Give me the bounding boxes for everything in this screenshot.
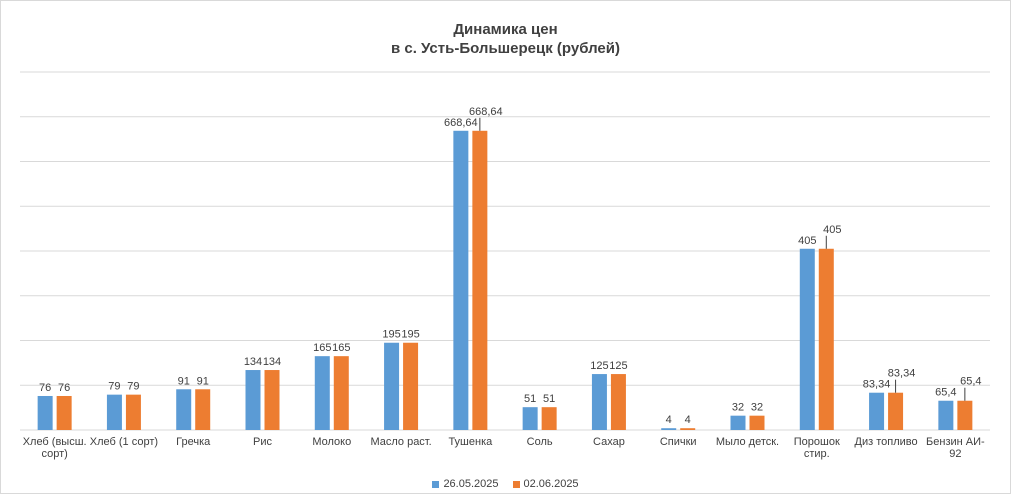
data-label: 125 (590, 360, 608, 372)
bar-1 (591, 374, 607, 430)
data-label: 79 (108, 381, 120, 393)
bar-2 (333, 356, 349, 430)
bar-2 (749, 415, 765, 430)
bar-1 (869, 392, 885, 430)
x-tick-label: Диз топливо (855, 436, 918, 448)
x-tick-label: Масло раст. (370, 436, 431, 448)
bar-2 (472, 130, 488, 430)
x-tick-label: Соль (527, 436, 553, 448)
x-tick-label: Хлеб (1 сорт) (90, 436, 158, 448)
x-tick-label: Мыло детск. (716, 436, 779, 448)
data-label: 91 (178, 375, 190, 387)
data-label: 165 (332, 342, 350, 354)
data-label: 134 (244, 356, 262, 368)
x-tick-label: Сахар (593, 436, 625, 448)
x-tick-label: сорт) (41, 448, 67, 460)
bar-1 (661, 428, 677, 430)
bar-2 (888, 392, 904, 430)
bar-2 (957, 400, 973, 430)
bar-2 (264, 370, 280, 430)
bar-2 (541, 407, 557, 430)
bar-1 (245, 370, 261, 430)
data-label: 76 (58, 382, 70, 394)
bar-1 (799, 248, 815, 430)
x-tick-label: Спички (660, 436, 697, 448)
x-tick-label: Хлеб (высш. (23, 436, 87, 448)
bar-1 (314, 356, 330, 430)
data-label: 76 (39, 382, 51, 394)
x-tick-label: стир. (804, 448, 830, 460)
chart-title: Динамика цен (453, 21, 558, 38)
x-tick-label: 92 (949, 448, 961, 460)
data-label: 4 (685, 414, 691, 426)
legend-swatch-series2 (512, 480, 520, 488)
data-label: 79 (127, 381, 139, 393)
x-tick-label: Рис (253, 436, 272, 448)
data-label: 83,34 (863, 379, 891, 391)
data-label: 668,64 (444, 117, 478, 129)
data-label: 4 (666, 414, 672, 426)
bar-1 (522, 407, 538, 430)
data-label: 165 (313, 342, 331, 354)
bar-2 (818, 248, 834, 430)
bar-1 (384, 342, 400, 430)
data-label: 134 (263, 356, 281, 368)
data-label: 65,4 (935, 387, 956, 399)
data-label: 668,64 (469, 106, 503, 118)
bar-2 (403, 342, 419, 430)
bar-1 (938, 400, 954, 430)
legend-label-series2: 02.06.2025 (523, 478, 579, 490)
x-tick-label: Тушенка (448, 436, 493, 448)
legend-swatch-series1 (432, 480, 440, 488)
bar-1 (453, 130, 469, 430)
data-label: 51 (524, 393, 536, 405)
bar-2 (195, 389, 211, 430)
chart-subtitle: в с. Усть-Большерецк (рублей) (390, 40, 620, 57)
bar-2 (610, 374, 626, 430)
data-label: 195 (382, 329, 400, 341)
x-tick-label: Бензин АИ- (926, 436, 985, 448)
legend: 26.05.2025 02.06.2025 (0, 478, 1011, 490)
bar-2 (125, 394, 141, 430)
legend-label-series1: 26.05.2025 (443, 478, 499, 490)
x-tick-label: Гречка (176, 436, 211, 448)
x-tick-label: Молоко (312, 436, 351, 448)
data-label: 91 (197, 375, 209, 387)
data-label: 83,34 (888, 368, 916, 380)
bar-2 (56, 395, 72, 430)
legend-item-series1: 26.05.2025 (432, 478, 499, 490)
data-label: 405 (823, 224, 841, 236)
data-label: 405 (798, 235, 816, 247)
data-label: 125 (609, 360, 627, 372)
x-tick-label: Порошок (794, 436, 840, 448)
bar-2 (680, 428, 696, 430)
data-label: 51 (543, 393, 555, 405)
bar-1 (730, 415, 746, 430)
bar-1 (37, 395, 53, 430)
legend-item-series2: 02.06.2025 (512, 478, 579, 490)
data-label: 32 (732, 402, 744, 414)
data-label: 32 (751, 402, 763, 414)
bar-1 (106, 394, 122, 430)
data-label: 65,4 (960, 376, 981, 388)
data-label: 195 (401, 329, 419, 341)
bar-1 (176, 389, 192, 430)
